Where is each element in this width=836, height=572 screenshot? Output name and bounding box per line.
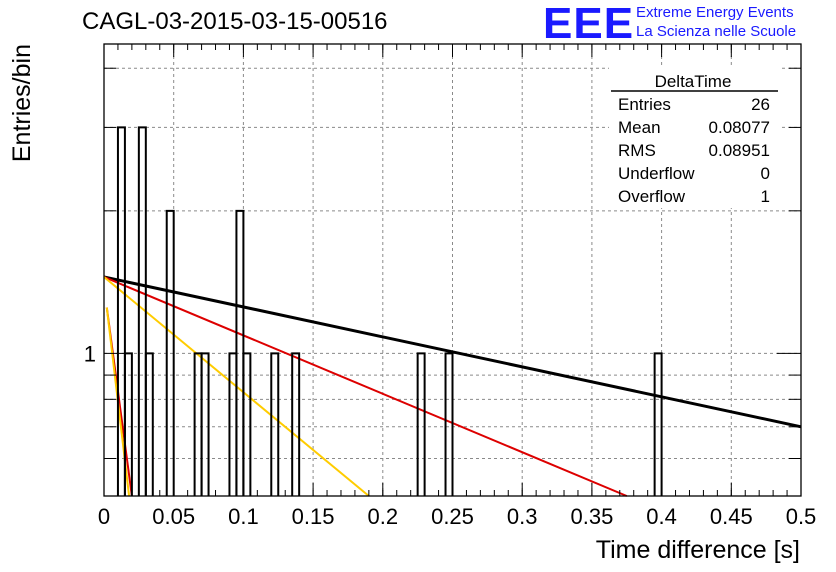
x-tick-label: 0.4 — [646, 504, 677, 529]
histogram-bar — [291, 352, 301, 496]
stats-value: 0 — [761, 164, 770, 183]
stats-value: 1 — [761, 187, 770, 206]
x-tick-labels: 0 0.05 0.1 0.15 0.2 0.25 0.3 0.35 0.4 0.45 0.5 — [98, 504, 816, 529]
plot-frame — [103, 43, 802, 497]
stats-box: DeltaTime Entries 26 Mean 0.08077 RMS 0.08951… — [609, 66, 780, 208]
stats-label: RMS — [618, 141, 656, 160]
x-tick-label: 0.15 — [292, 504, 335, 529]
fit-curve — [103, 276, 628, 497]
stats-value: 26 — [751, 95, 770, 114]
x-tick-label: 0.1 — [228, 504, 259, 529]
histogram-bar — [137, 126, 147, 496]
x-tick-label: 0.3 — [507, 504, 538, 529]
stats-value: 0.08077 — [709, 118, 770, 137]
plot-title: CAGL-03-2015-03-15-00516 — [82, 8, 388, 35]
x-tick-label: 0.05 — [152, 504, 195, 529]
x-tick-label: 0.5 — [786, 504, 817, 529]
stats-value: 0.08951 — [709, 141, 770, 160]
y-tick-label: 1 — [84, 341, 96, 366]
axis-ticks — [103, 44, 802, 497]
x-tick-label: 0.25 — [431, 504, 474, 529]
x-axis-label: Time difference [s] — [596, 536, 800, 564]
logo-line-1: Extreme Energy Events — [636, 4, 794, 21]
y-axis-label: Entries/bin — [8, 44, 36, 162]
x-tick-label: 0.45 — [710, 504, 753, 529]
x-tick-label: 0.35 — [570, 504, 613, 529]
fit-curve — [103, 275, 802, 429]
logo-line-2: La Scienza nelle Scuole — [636, 23, 797, 40]
eee-logo: EEE — [543, 0, 635, 48]
stats-label: Mean — [618, 118, 661, 137]
histogram-bar — [416, 352, 426, 496]
histogram-bar — [165, 209, 175, 496]
x-tick-label: 0.2 — [368, 504, 399, 529]
histogram-bar — [653, 352, 663, 496]
histogram-bars — [116, 126, 663, 496]
histogram-bar — [200, 352, 210, 496]
histogram-bar — [270, 352, 280, 496]
y-tick-labels: 1 — [84, 341, 96, 366]
stats-label: Entries — [618, 95, 671, 114]
stats-label: Underflow — [618, 164, 695, 183]
histogram-bar — [242, 352, 252, 496]
stats-name: DeltaTime — [655, 72, 732, 91]
histogram-bar — [444, 352, 454, 496]
stats-label: Overflow — [618, 187, 686, 206]
x-tick-label: 0 — [98, 504, 110, 529]
histogram-bar — [144, 352, 154, 496]
histogram-bar — [123, 352, 133, 496]
histogram-bar — [116, 126, 126, 496]
